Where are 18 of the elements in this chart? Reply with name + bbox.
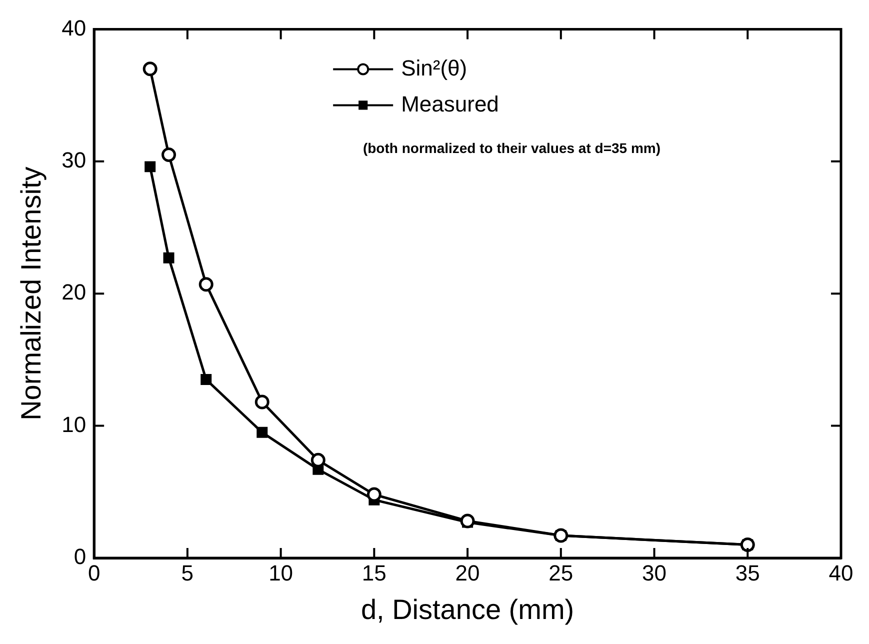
x-tick-label: 10 bbox=[268, 560, 294, 586]
x-tick-label: 25 bbox=[548, 560, 574, 586]
legend-label: Measured bbox=[401, 91, 499, 116]
y-tick-label: 10 bbox=[62, 412, 86, 437]
y-axis-title: Normalized Intensity bbox=[16, 166, 47, 420]
y-tick-label: 30 bbox=[62, 147, 86, 172]
y-tick-label: 0 bbox=[74, 544, 86, 570]
legend-label: Sin²(θ) bbox=[401, 55, 468, 80]
x-tick-label: 20 bbox=[455, 560, 480, 586]
y-tick-label: 20 bbox=[62, 280, 86, 305]
x-tick-label: 5 bbox=[181, 560, 194, 586]
x-tick-label: 35 bbox=[735, 560, 760, 586]
x-tick-label: 15 bbox=[362, 560, 386, 586]
x-tick-label: 30 bbox=[642, 560, 667, 586]
x-axis-title: d, Distance (mm) bbox=[360, 594, 574, 625]
y-tick-label: 40 bbox=[62, 15, 86, 40]
x-tick-label: 40 bbox=[828, 560, 854, 586]
annotation: (both normalized to their values at d=35 mm) bbox=[362, 140, 661, 156]
